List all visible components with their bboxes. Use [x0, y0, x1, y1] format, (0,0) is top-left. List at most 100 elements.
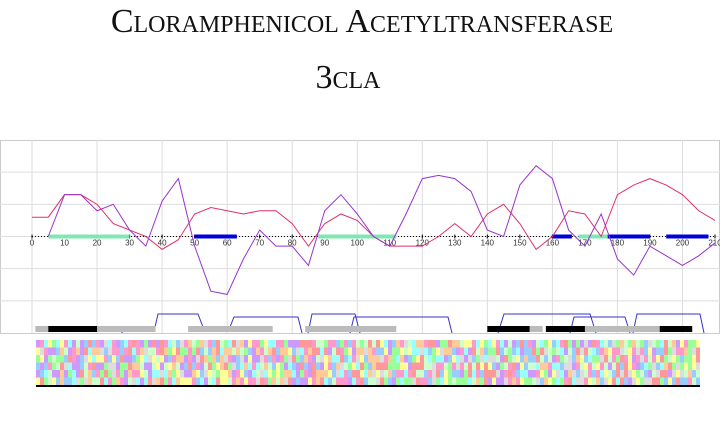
alignment-cell — [376, 340, 380, 348]
alignment-cell — [144, 362, 148, 370]
alignment-cell — [600, 362, 604, 370]
alignment-cell — [500, 377, 504, 385]
alignment-cell — [400, 347, 404, 355]
alignment-cell — [152, 347, 156, 355]
alignment-cell — [344, 370, 348, 378]
alignment-cell — [408, 370, 412, 378]
alignment-cell — [472, 377, 476, 385]
alignment-cell — [588, 370, 592, 378]
alignment-cell — [516, 355, 520, 363]
alignment-cell — [372, 355, 376, 363]
alignment-cell — [344, 347, 348, 355]
alignment-cell — [344, 355, 348, 363]
alignment-cell — [164, 347, 168, 355]
alignment-cell — [104, 370, 108, 378]
alignment-cell — [236, 347, 240, 355]
alignment-cell — [476, 377, 480, 385]
alignment-cell — [120, 377, 124, 385]
alignment-cell — [36, 377, 40, 385]
alignment-cell — [376, 347, 380, 355]
alignment-cell — [244, 340, 248, 348]
alignment-cell — [500, 340, 504, 348]
alignment-cell — [556, 355, 560, 363]
alignment-cell — [216, 347, 220, 355]
alignment-cell — [300, 355, 304, 363]
alignment-cell — [412, 340, 416, 348]
alignment-cell — [324, 377, 328, 385]
alignment-cell — [584, 370, 588, 378]
alignment-cell — [84, 340, 88, 348]
alignment-cell — [388, 340, 392, 348]
alignment-cell — [176, 347, 180, 355]
alignment-cell — [448, 355, 452, 363]
alignment-cell — [140, 377, 144, 385]
alignment-cell — [356, 377, 360, 385]
alignment-cell — [620, 370, 624, 378]
alignment-cell — [460, 377, 464, 385]
alignment-cell — [128, 377, 132, 385]
alignment-cell — [44, 355, 48, 363]
alignment-cell — [264, 377, 268, 385]
alignment-cell — [228, 370, 232, 378]
alignment-cell — [340, 362, 344, 370]
alignment-cell — [192, 370, 196, 378]
alignment-cell — [92, 355, 96, 363]
alignment-cell — [276, 377, 280, 385]
alignment-cell — [320, 340, 324, 348]
alignment-cell — [596, 377, 600, 385]
alignment-cell — [648, 340, 652, 348]
alignment-cell — [384, 362, 388, 370]
alignment-cell — [692, 362, 696, 370]
alignment-cell — [388, 377, 392, 385]
alignment-cell — [352, 347, 356, 355]
alignment-cell — [200, 370, 204, 378]
alignment-cell — [420, 347, 424, 355]
alignment-cell — [156, 340, 160, 348]
alignment-cell — [512, 340, 516, 348]
alignment-cell — [340, 355, 344, 363]
alignment-cell — [496, 340, 500, 348]
alignment-cell — [664, 377, 668, 385]
alignment-cell — [524, 355, 528, 363]
alignment-cell — [604, 370, 608, 378]
alignment-cell — [60, 340, 64, 348]
alignment-cell — [584, 355, 588, 363]
alignment-cell — [280, 355, 284, 363]
alignment-cell — [576, 370, 580, 378]
alignment-cell — [372, 377, 376, 385]
alignment-cell — [428, 355, 432, 363]
alignment-cell — [332, 362, 336, 370]
alignment-cell — [44, 362, 48, 370]
alignment-cell — [236, 362, 240, 370]
alignment-cell — [588, 377, 592, 385]
alignment-cell — [696, 340, 700, 348]
alignment-cell — [628, 347, 632, 355]
alignment-cell — [684, 347, 688, 355]
alignment-cell — [464, 377, 468, 385]
alignment-cell — [436, 370, 440, 378]
alignment-cell — [388, 347, 392, 355]
alignment-cell — [296, 355, 300, 363]
alignment-cell — [136, 370, 140, 378]
alignment-cell — [312, 340, 316, 348]
alignment-cell — [268, 377, 272, 385]
alignment-cell — [128, 347, 132, 355]
alignment-cell — [596, 362, 600, 370]
alignment-cell — [468, 362, 472, 370]
alignment-cell — [628, 362, 632, 370]
alignment-cell — [504, 377, 508, 385]
alignment-cell — [404, 377, 408, 385]
alignment-cell — [652, 340, 656, 348]
alignment-cell — [676, 370, 680, 378]
alignment-cell — [72, 347, 76, 355]
alignment-cell — [196, 355, 200, 363]
alignment-cell — [404, 340, 408, 348]
alignment-cell — [268, 362, 272, 370]
alignment-cell — [576, 347, 580, 355]
alignment-cell — [244, 370, 248, 378]
alignment-cell — [156, 377, 160, 385]
alignment-cell — [296, 377, 300, 385]
alignment-cell — [448, 377, 452, 385]
alignment-cell — [448, 347, 452, 355]
alignment-cell — [340, 377, 344, 385]
